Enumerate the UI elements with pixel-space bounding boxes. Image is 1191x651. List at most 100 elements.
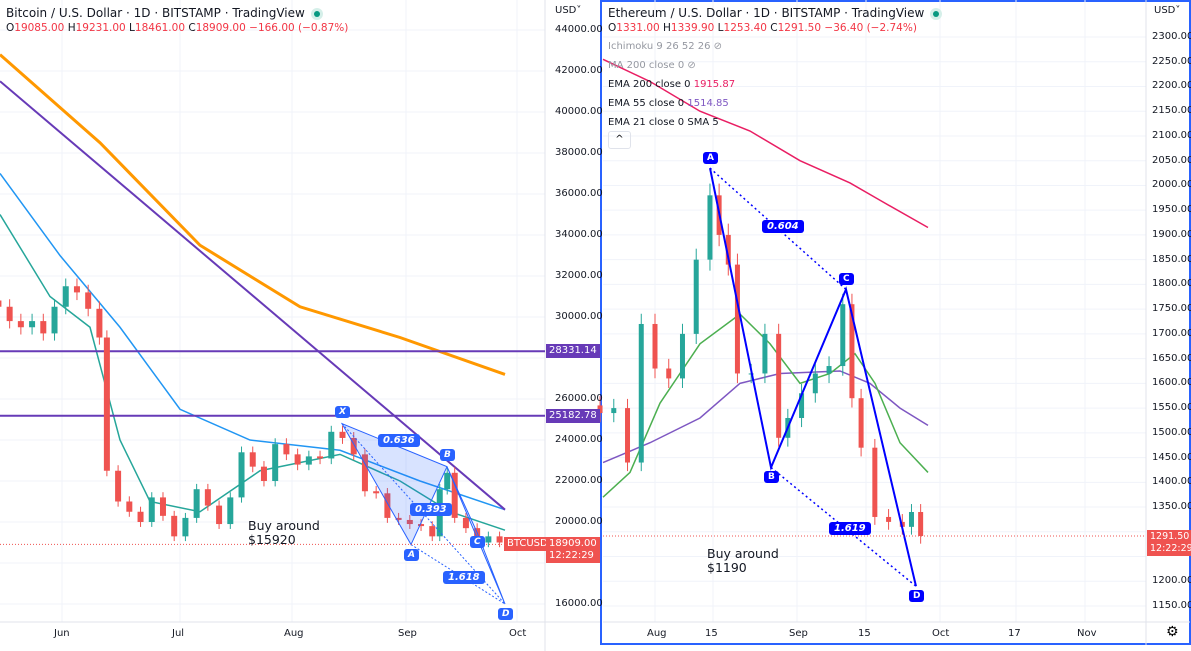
btc-time-tick: Oct	[509, 628, 527, 639]
eth-pattern-point-B: B	[764, 471, 779, 484]
btc-time-tick: Jun	[54, 628, 70, 639]
eth-ema200-line	[602, 58, 929, 229]
eth-price-tick: 2150.00	[1152, 105, 1191, 117]
btc-ema21-line	[0, 214, 506, 531]
indicator-label: EMA 55 close 0	[608, 98, 685, 109]
btc-candle	[305, 456, 312, 465]
eth-candle	[707, 195, 713, 260]
eth-abcd-line	[709, 167, 917, 587]
btc-ohlc: O19085.00 H19231.00 L18461.00 C18909.00 …	[6, 22, 349, 34]
btc-price-tick: 38000.00	[555, 147, 603, 158]
btc-candle	[373, 491, 380, 494]
indicator-legend-item[interactable]: EMA 21 close 0 SMA 5	[608, 117, 719, 128]
eth-candle	[858, 398, 864, 448]
market-open-icon	[310, 7, 323, 20]
btc-candle	[216, 505, 223, 525]
btc-candle	[294, 454, 301, 465]
collapse-legend-button[interactable]: ^	[608, 131, 631, 149]
btc-price-tick: 26000.00	[555, 393, 603, 404]
btc-price-tick: 22000.00	[555, 475, 603, 486]
eth-price-tick: 1600.00	[1152, 377, 1191, 389]
btc-candle	[418, 524, 425, 527]
btc-price-tick: 30000.00	[555, 311, 603, 322]
eth-candle	[812, 373, 818, 394]
btc-candle	[462, 517, 469, 529]
eth-candle	[725, 234, 731, 265]
btc-candle	[159, 497, 166, 516]
btc-candle	[193, 489, 200, 518]
eth-candle	[826, 366, 832, 374]
btc-candle	[249, 452, 256, 467]
eth-bd-line	[770, 466, 917, 587]
btc-candle	[40, 321, 47, 334]
eye-hidden-icon[interactable]: ⊘	[684, 60, 696, 71]
btc-pattern-point-D: D	[498, 608, 514, 620]
eth-candle	[799, 393, 805, 418]
market-open-icon	[930, 7, 943, 20]
eth-time-tick: Oct	[932, 628, 950, 639]
eth-candle	[597, 405, 603, 414]
eth-price-tick: 1850.00	[1152, 253, 1191, 265]
eye-hidden-icon[interactable]: ⊘	[710, 41, 723, 52]
btc-candle	[17, 321, 24, 328]
eth-price-tick: 1400.00	[1152, 476, 1191, 488]
indicator-label: EMA 200 close 0	[608, 79, 691, 90]
btc-candle	[429, 526, 436, 537]
indicator-legend-item[interactable]: EMA 200 close 0 1915.87	[608, 79, 735, 90]
eth-last-price-label: 1291.50 12:22:29	[1147, 530, 1191, 556]
btc-ema55-line	[0, 173, 506, 511]
eth-price-tick: 2000.00	[1152, 179, 1191, 191]
btc-candle	[6, 306, 13, 322]
btc-trendline	[0, 80, 506, 511]
btc-symbol-tag: BTCUSD	[504, 537, 551, 552]
btc-last-price-label: 18909.00 12:22:29	[546, 537, 600, 564]
eth-price-tick: 1450.00	[1152, 451, 1191, 463]
btc-bcd-triangle	[446, 466, 506, 605]
btc-note: Buy around $15920	[248, 518, 320, 547]
btc-candle	[384, 493, 391, 518]
indicator-legend-item[interactable]: EMA 55 close 0 1514.85	[608, 98, 729, 109]
btc-pattern-point-B: B	[440, 448, 455, 461]
btc-hline-price-label: 28331.14	[546, 344, 600, 359]
eth-pattern-point-C: C	[839, 273, 854, 286]
btc-ad-line	[410, 544, 506, 605]
btc-currency-dropdown[interactable]: USD˅	[555, 5, 582, 16]
btc-candle	[73, 286, 80, 293]
btc-ema200-line	[0, 53, 506, 376]
eth-candle	[840, 304, 846, 367]
eth-pattern-point-A: A	[703, 152, 718, 165]
btc-title-text: Bitcoin / U.S. Dollar · 1D · BITSTAMP · …	[6, 6, 305, 20]
eth-candle	[918, 512, 924, 537]
indicator-legend-item[interactable]: MA 200 close 0 ⊘	[608, 60, 696, 71]
eth-currency-dropdown[interactable]: USD˅	[1154, 5, 1181, 16]
btc-ratio-label: 0.393	[410, 503, 452, 516]
indicator-label: EMA 21 close 0 SMA 5	[608, 117, 719, 128]
btc-ratio-label: 1.618	[443, 571, 485, 584]
indicator-legend-item[interactable]: Ichimoku 9 26 52 26 ⊘	[608, 41, 722, 52]
indicator-label: MA 200 close 0	[608, 60, 685, 71]
eth-price-tick: 1700.00	[1152, 327, 1191, 339]
btc-price-tick: 32000.00	[555, 270, 603, 281]
eth-price-tick: 1200.00	[1152, 575, 1191, 587]
btc-candle	[283, 444, 290, 455]
eth-candle	[666, 368, 672, 379]
btc-candle	[474, 528, 481, 543]
btc-candle	[272, 444, 279, 481]
eth-candle	[776, 333, 782, 438]
eth-candle	[908, 512, 914, 527]
eth-candle	[679, 333, 685, 379]
eth-pane-active	[600, 0, 1191, 645]
btc-candle	[0, 300, 2, 307]
btc-candle	[148, 497, 155, 522]
eth-price-tick: 1500.00	[1152, 426, 1191, 438]
btc-price-tick: 44000.00	[555, 24, 603, 35]
eth-candle	[734, 264, 740, 374]
settings-gear-icon[interactable]: ⚙	[1166, 624, 1179, 640]
btc-candle	[182, 517, 189, 537]
eth-candle	[886, 516, 892, 522]
eth-price-tick: 1650.00	[1152, 352, 1191, 364]
btc-ratio-label: 0.636	[378, 434, 420, 447]
eth-candle	[762, 333, 768, 374]
btc-price-tick: 36000.00	[555, 188, 603, 199]
